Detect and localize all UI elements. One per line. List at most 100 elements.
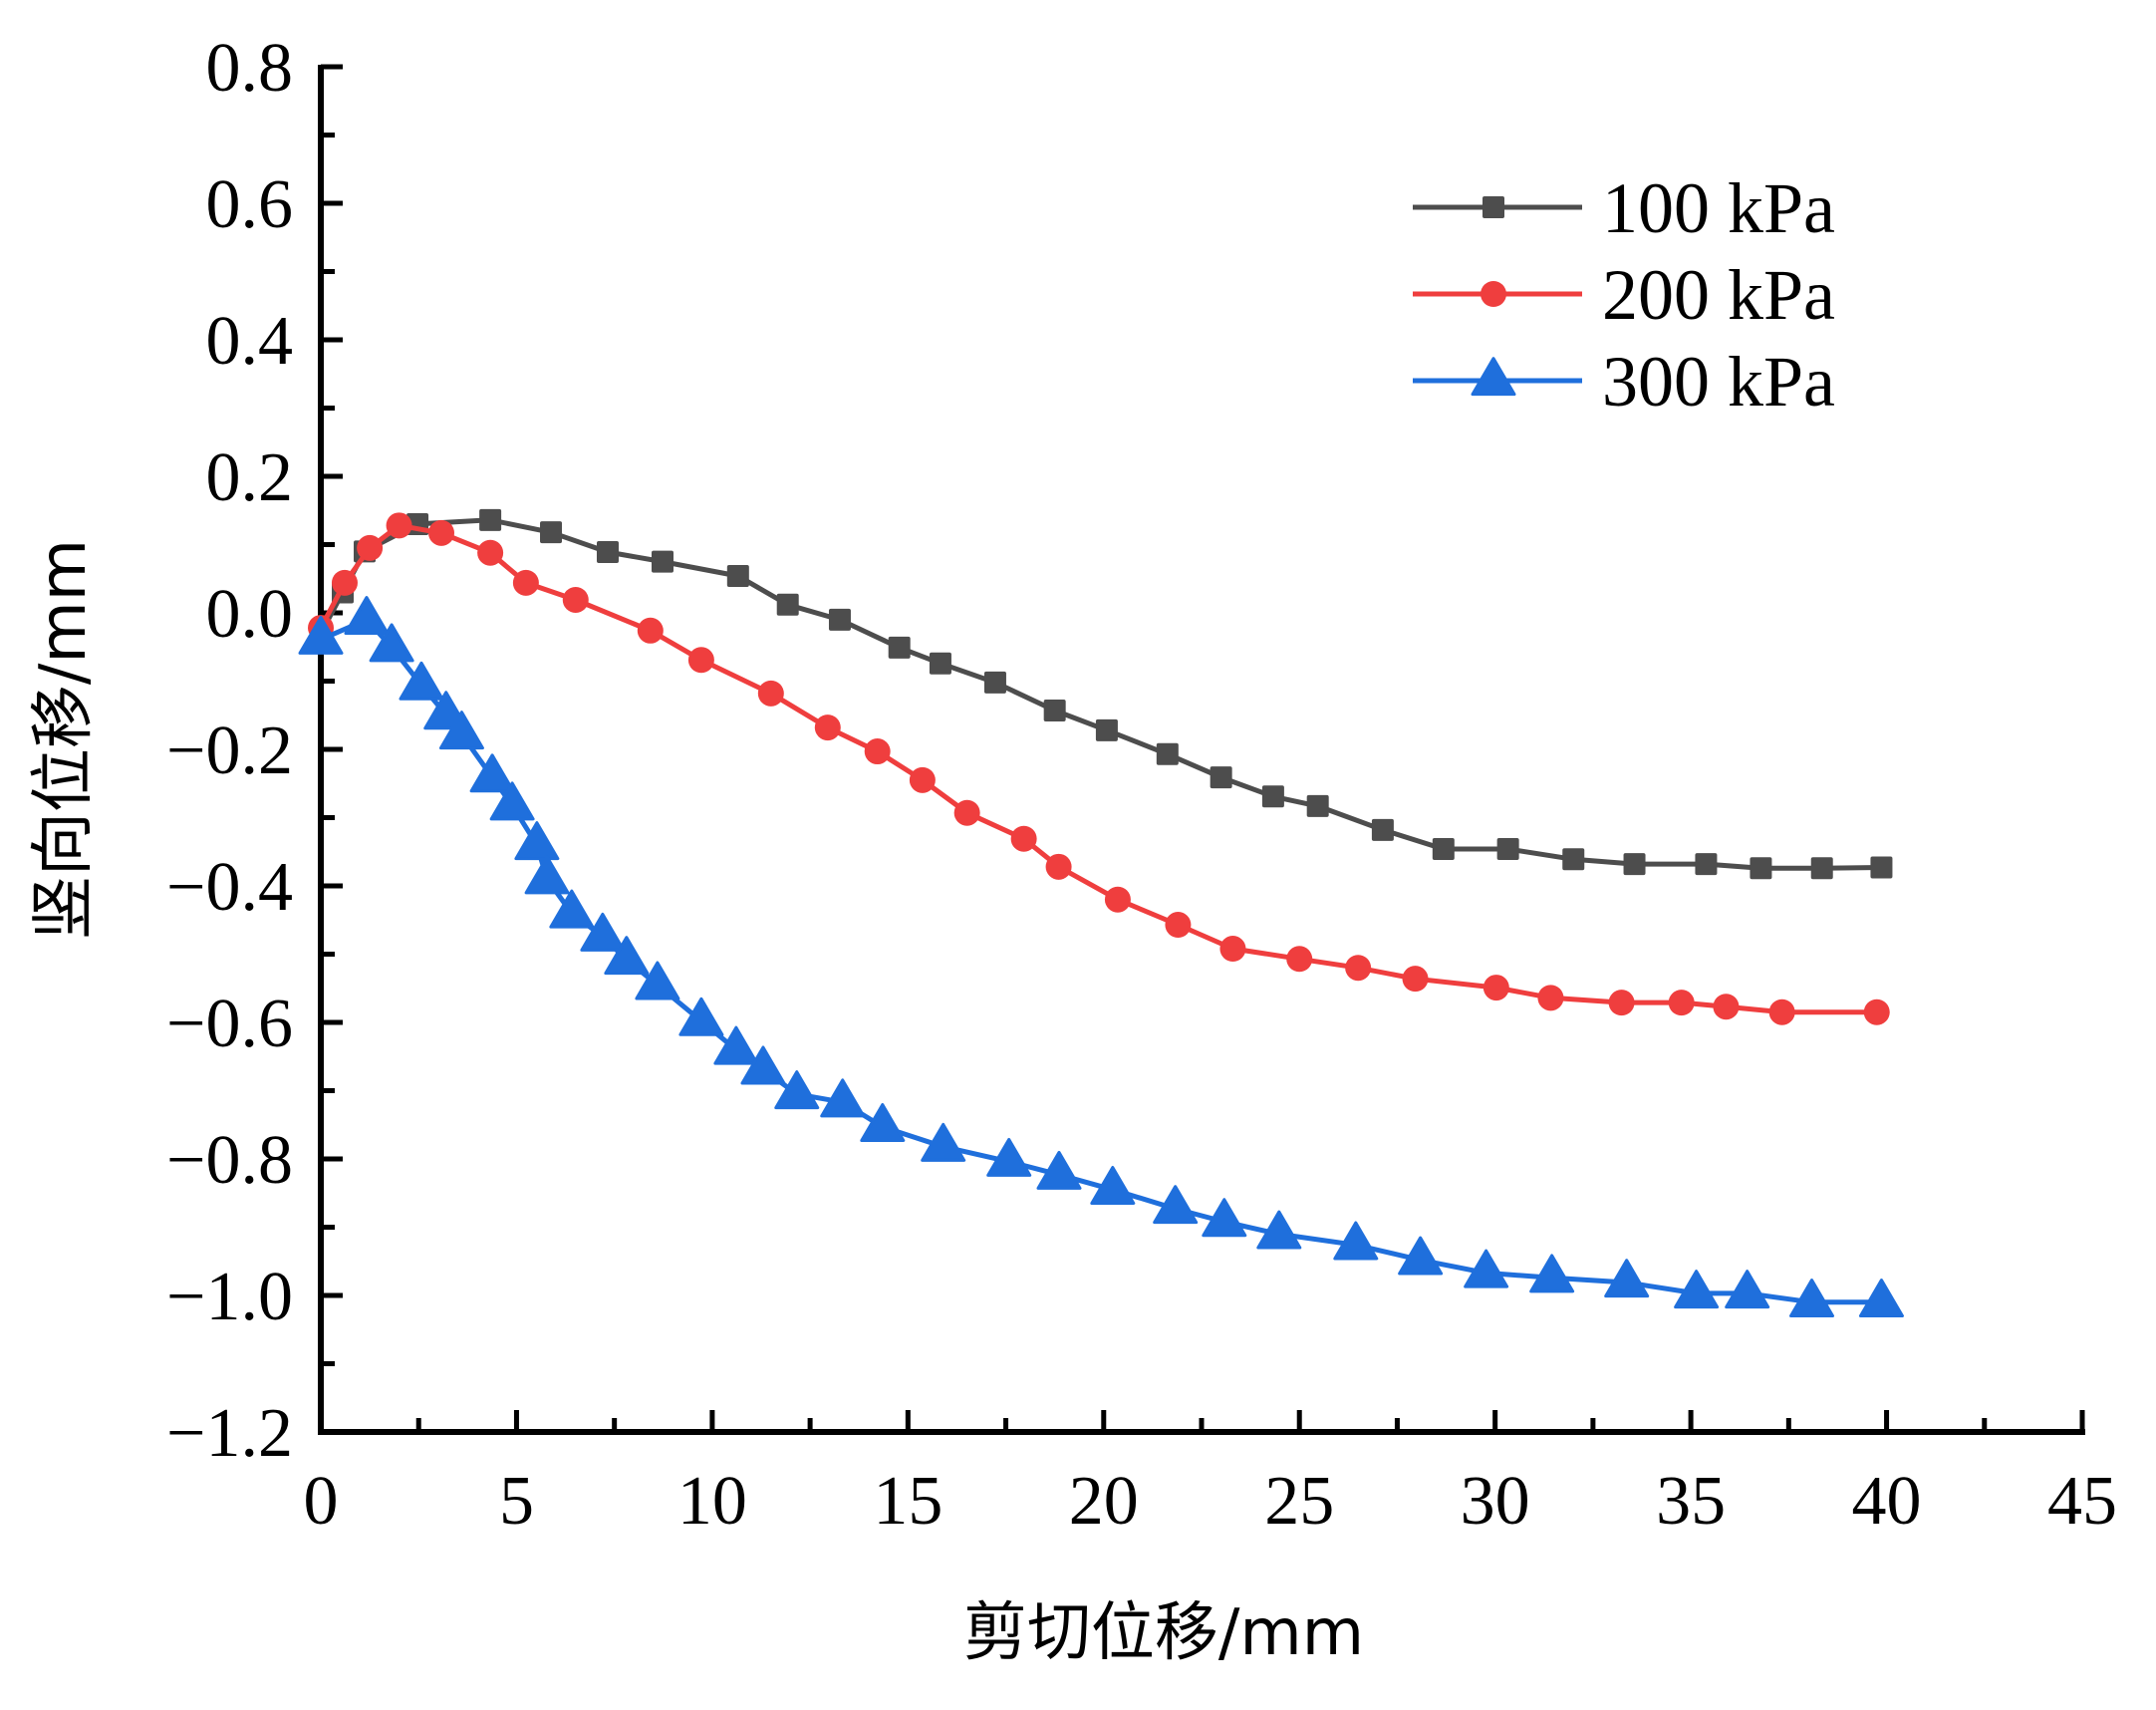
- data-point-square: [776, 593, 799, 616]
- data-point-circle: [1482, 975, 1509, 1001]
- data-point-triangle: [860, 1102, 906, 1142]
- data-point-circle: [1713, 994, 1740, 1020]
- data-point-triangle: [1725, 1270, 1770, 1309]
- data-point-triangle: [1858, 1279, 1904, 1318]
- data-point-circle: [1402, 966, 1429, 993]
- data-point-circle: [477, 539, 504, 566]
- data-point-circle: [357, 534, 384, 561]
- data-point-square: [1210, 766, 1232, 789]
- x-tick-label: 0: [304, 1463, 339, 1540]
- y-tick-label: 0.8: [206, 30, 294, 107]
- y-tick-label: −1.0: [166, 1259, 293, 1335]
- data-point-circle: [1286, 946, 1313, 973]
- data-point-triangle: [1604, 1259, 1650, 1298]
- legend-item: 200 kPa: [1413, 255, 1835, 335]
- data-point-circle: [757, 680, 784, 707]
- x-tick-label: 40: [1852, 1463, 1922, 1540]
- data-point-triangle: [1464, 1249, 1509, 1288]
- legend-label: 100 kPa: [1602, 168, 1835, 248]
- data-point-triangle: [438, 711, 484, 750]
- data-point-square: [1043, 699, 1066, 721]
- legend-marker-triangle: [1471, 357, 1516, 397]
- data-point-square: [1810, 857, 1833, 880]
- data-point-triangle: [921, 1122, 966, 1162]
- series-line: [318, 522, 1877, 1015]
- x-tick-label: 35: [1656, 1463, 1726, 1540]
- data-point-square: [929, 652, 951, 675]
- x-tick-label: 5: [499, 1463, 534, 1540]
- data-point-triangle: [1153, 1185, 1199, 1225]
- data-point-circle: [953, 799, 980, 826]
- data-point-triangle: [1529, 1254, 1575, 1293]
- x-tick-label: 45: [2047, 1463, 2117, 1540]
- legend-item: 300 kPa: [1413, 342, 1835, 422]
- x-tick-label: 15: [873, 1463, 943, 1540]
- data-point-triangle: [1090, 1166, 1136, 1206]
- data-point-triangle: [524, 855, 570, 895]
- data-point-square: [888, 636, 911, 659]
- data-point-square: [1306, 794, 1329, 817]
- data-point-triangle: [344, 596, 390, 636]
- data-point-circle: [1104, 886, 1131, 913]
- series-layer: [298, 508, 1904, 1318]
- data-point-triangle: [1256, 1210, 1302, 1250]
- data-point-square: [479, 508, 502, 531]
- data-point-triangle: [604, 936, 650, 976]
- y-tick-label: −1.2: [166, 1395, 293, 1472]
- data-point-square: [726, 565, 749, 588]
- data-point-circle: [687, 647, 714, 674]
- data-point-square: [596, 541, 619, 564]
- data-point-square: [983, 671, 1006, 694]
- data-point-circle: [1219, 936, 1246, 963]
- data-point-triangle: [1036, 1150, 1082, 1190]
- data-point-triangle: [740, 1045, 786, 1085]
- data-point-triangle: [1202, 1198, 1247, 1238]
- data-point-circle: [562, 586, 589, 613]
- data-point-triangle: [820, 1078, 866, 1118]
- data-point-circle: [1345, 955, 1372, 982]
- series-100-kpa: [310, 508, 1893, 880]
- data-point-circle: [331, 569, 358, 596]
- x-tick-label: 30: [1461, 1463, 1530, 1540]
- data-point-circle: [814, 714, 841, 741]
- legend-item: 100 kPa: [1413, 168, 1835, 248]
- series-300-kpa: [298, 596, 1904, 1318]
- data-point-square: [828, 608, 851, 631]
- data-point-triangle: [774, 1070, 820, 1110]
- data-point-triangle: [399, 661, 444, 701]
- data-point-square: [1371, 818, 1394, 841]
- data-point-square: [1562, 848, 1585, 871]
- data-point-triangle: [514, 821, 560, 861]
- data-point-circle: [1045, 853, 1072, 880]
- data-point-triangle: [1674, 1270, 1720, 1309]
- legend-marker-square: [1482, 196, 1504, 218]
- x-tick-label: 25: [1264, 1463, 1334, 1540]
- data-point-triangle: [489, 781, 535, 821]
- data-point-square: [651, 550, 674, 573]
- data-point-triangle: [678, 997, 724, 1036]
- data-point-triangle: [986, 1137, 1032, 1177]
- data-point-triangle: [549, 889, 595, 929]
- data-point-circle: [1768, 998, 1795, 1025]
- data-point-circle: [428, 519, 455, 546]
- data-point-square: [1156, 742, 1179, 765]
- data-point-triangle: [298, 615, 344, 655]
- legend-label: 300 kPa: [1602, 342, 1835, 422]
- data-point-circle: [1608, 990, 1635, 1016]
- y-tick-label: 0.2: [206, 439, 294, 516]
- data-point-circle: [637, 617, 664, 644]
- series-200-kpa: [308, 512, 1890, 1025]
- data-point-triangle: [713, 1025, 759, 1065]
- data-point-square: [540, 521, 563, 544]
- data-point-square: [1496, 838, 1519, 861]
- x-tick-label: 20: [1069, 1463, 1139, 1540]
- data-point-square: [1695, 853, 1718, 876]
- data-point-triangle: [580, 912, 626, 952]
- data-point-square: [1261, 785, 1284, 808]
- x-tick-label: 10: [677, 1463, 747, 1540]
- legend-label: 200 kPa: [1602, 255, 1835, 335]
- data-point-square: [1095, 718, 1118, 741]
- data-point-circle: [1668, 990, 1695, 1016]
- y-tick-label: −0.2: [166, 712, 293, 789]
